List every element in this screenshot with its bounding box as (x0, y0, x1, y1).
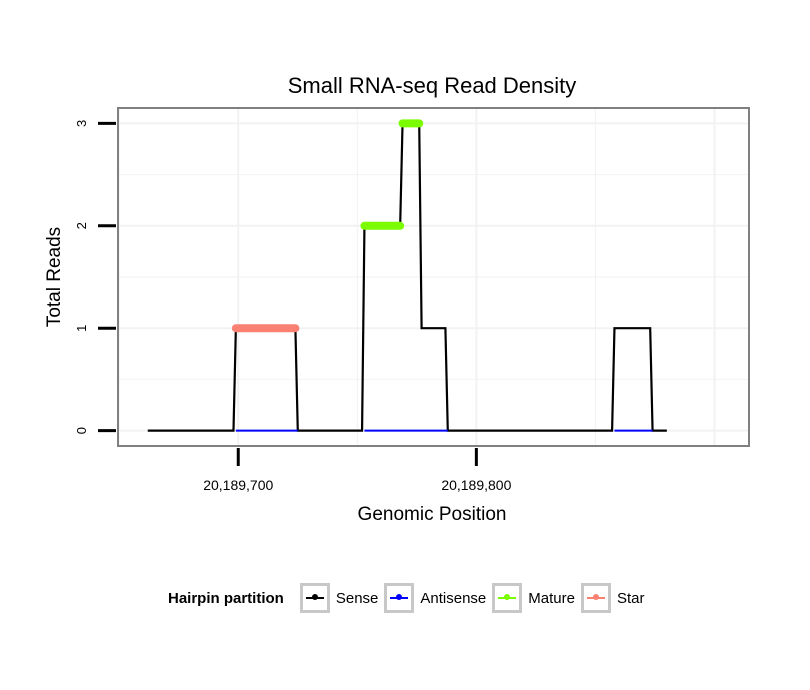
legend-key-star (580, 583, 611, 613)
legend-label: Sense (335, 589, 379, 607)
y-tick-label: 1 (74, 325, 89, 332)
y-tick-label: 3 (74, 120, 89, 127)
legend-item-mature: Mature (492, 583, 575, 613)
chart: Small RNA-seq Read Density 0 1 2 3 20,189,70… (44, 73, 750, 525)
legend-key-dot (311, 594, 318, 600)
legend-key-sense (299, 583, 330, 613)
y-tick-label: 2 (74, 222, 89, 229)
legend-key-dot (396, 594, 403, 600)
y-axis-label: Total Reads (44, 227, 65, 327)
y-tick-label: 0 (74, 427, 89, 434)
legend-item-star: Star (580, 583, 645, 613)
legend: Hairpin partition Sense Antisense Mature… (168, 580, 650, 616)
legend-key-dot (504, 594, 511, 600)
legend-title: Hairpin partition (168, 589, 284, 607)
plot-border (117, 107, 750, 447)
x-tick-label: 20,189,800 (441, 477, 511, 493)
legend-label: Mature (528, 589, 575, 607)
legend-item-antisense: Antisense (384, 583, 486, 613)
axes: 0 1 2 3 20,189,700 20,189,800 (74, 120, 512, 493)
x-tick-label: 20,189,700 (203, 477, 273, 493)
legend-label: Antisense (420, 589, 487, 607)
x-axis-label: Genomic Position (358, 504, 507, 525)
legend-item-sense: Sense (299, 583, 379, 613)
legend-key-dot (592, 594, 599, 600)
legend-key-mature (492, 583, 523, 613)
series-layer (147, 119, 667, 432)
legend-key-antisense (384, 583, 415, 613)
legend-label: Star (616, 589, 645, 607)
chart-title: Small RNA-seq Read Density (288, 73, 577, 98)
